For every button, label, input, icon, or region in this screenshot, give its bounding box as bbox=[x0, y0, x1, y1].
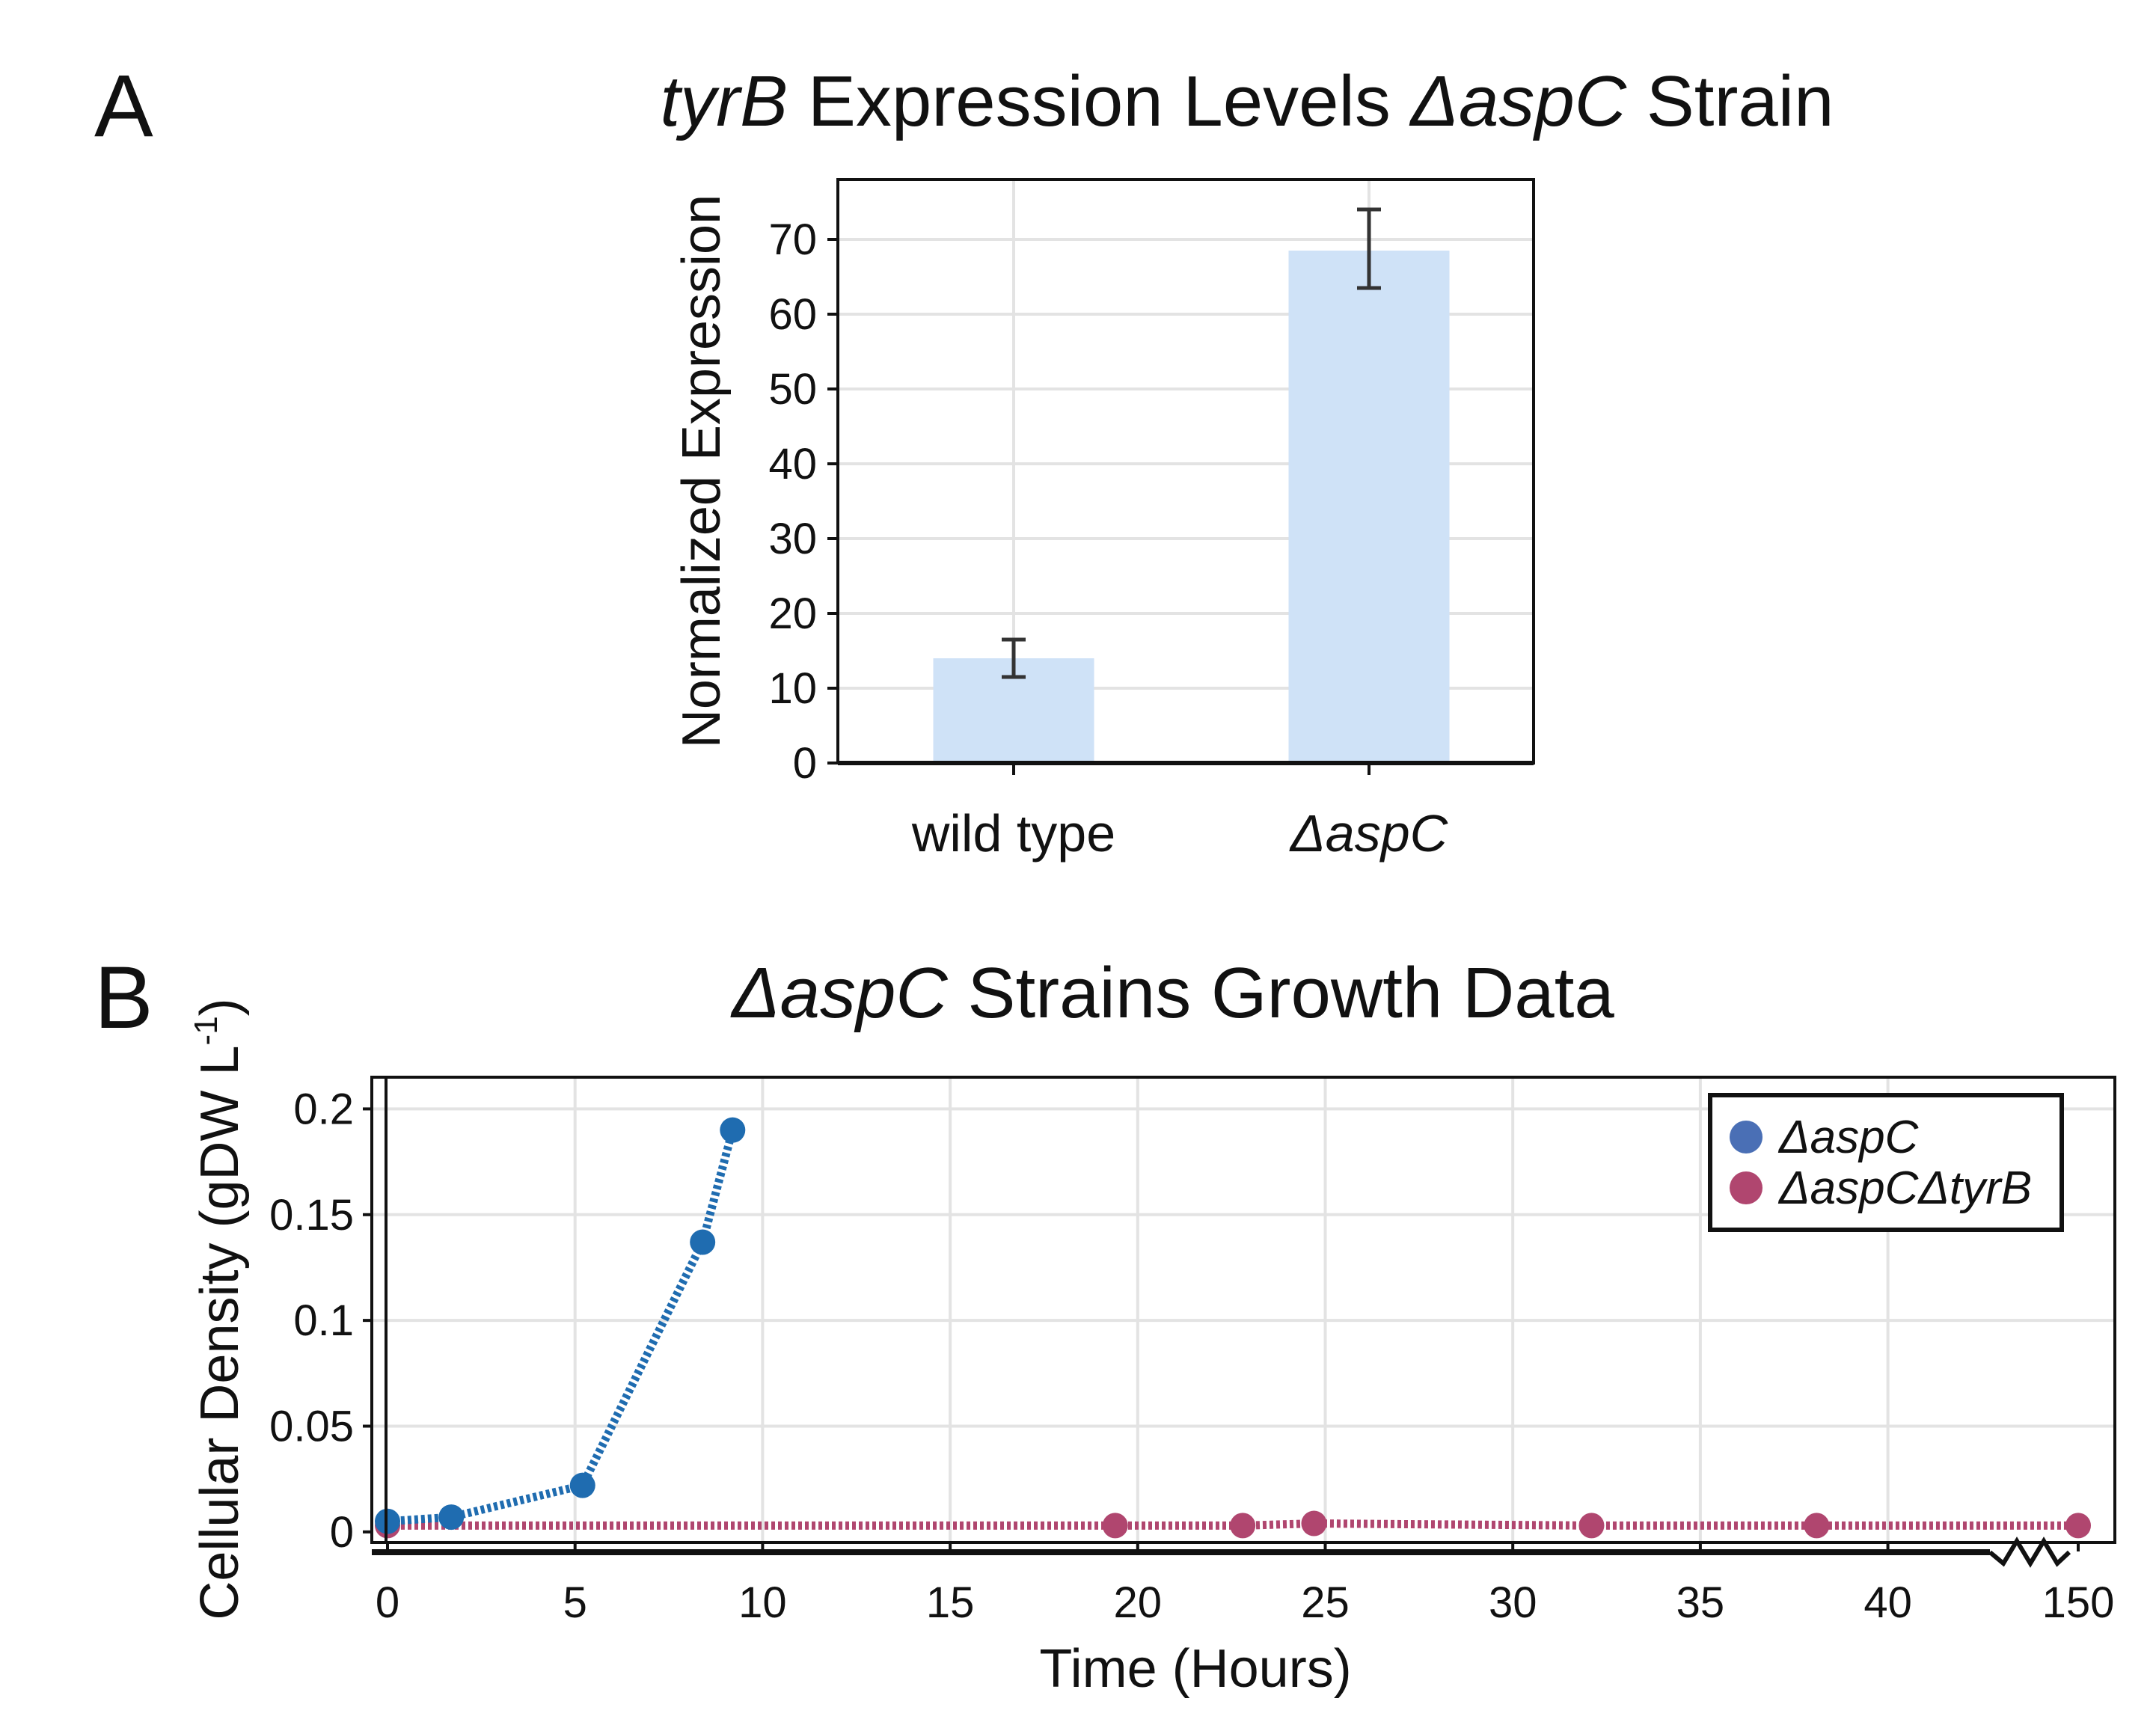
axis-break-marker bbox=[372, 1536, 2071, 1568]
title-part: tyrB bbox=[660, 61, 788, 141]
data-point bbox=[1578, 1513, 1605, 1539]
legend-marker bbox=[1730, 1171, 1763, 1204]
chart-a-x-categories: wild type ΔaspC bbox=[911, 763, 1448, 863]
x-tick-label: 10 bbox=[738, 1578, 787, 1627]
x-tick-label: 35 bbox=[1676, 1578, 1725, 1627]
data-point bbox=[690, 1229, 716, 1255]
y-label-superscript: -1 bbox=[188, 1016, 224, 1045]
chart-b-y-label: Cellular Density (gDW L-1) bbox=[188, 998, 250, 1620]
chart-a-y-ticks: 0 10 20 30 40 50 60 70 bbox=[768, 215, 838, 788]
x-tick-label: 5 bbox=[563, 1578, 587, 1627]
y-tick-label: 30 bbox=[768, 515, 817, 563]
bar bbox=[1288, 251, 1450, 763]
expression-bar-chart: tyrB Expression Levels ΔaspC Strain 0 10 2… bbox=[660, 61, 1834, 863]
title-part: Strains Growth Data bbox=[948, 953, 1615, 1033]
x-tick-label: 30 bbox=[1489, 1578, 1537, 1627]
series-line bbox=[387, 1129, 737, 1526]
y-tick-label: 40 bbox=[768, 440, 817, 488]
y-tick-label: 10 bbox=[768, 664, 817, 713]
x-tick-label: 0 bbox=[376, 1578, 399, 1627]
growth-line-chart: ΔaspC Strains Growth Data 0 0.05 0.1 0.15 0.… bbox=[188, 953, 2116, 1699]
category-label: ΔaspC bbox=[1289, 804, 1448, 863]
y-tick-label: 60 bbox=[768, 290, 817, 339]
legend-label: ΔaspC bbox=[1777, 1112, 1920, 1163]
chart-b-frame bbox=[370, 1076, 2116, 1544]
data-point bbox=[1102, 1513, 1128, 1539]
y-tick-label: 20 bbox=[768, 589, 817, 638]
category-label: wild type bbox=[911, 804, 1115, 863]
chart-a-bars bbox=[933, 207, 1450, 763]
y-tick-label: 0.15 bbox=[269, 1191, 354, 1240]
chart-b-y-ticks: 0 0.05 0.1 0.15 0.2 bbox=[269, 1085, 372, 1557]
x-tick-label: 15 bbox=[926, 1578, 975, 1627]
y-tick-label: 70 bbox=[768, 215, 817, 264]
chart-b-series bbox=[375, 1117, 2091, 1539]
data-point bbox=[2065, 1513, 2091, 1539]
panel-a-letter: A bbox=[94, 57, 153, 156]
y-tick-label: 50 bbox=[768, 365, 817, 414]
panel-b-letter: B bbox=[94, 949, 153, 1047]
legend-marker bbox=[1730, 1121, 1763, 1153]
x-tick-label: 25 bbox=[1301, 1578, 1350, 1627]
x-tick-label: 20 bbox=[1114, 1578, 1163, 1627]
chart-b-title: ΔaspC Strains Growth Data bbox=[730, 953, 1614, 1033]
title-part: Strain bbox=[1626, 61, 1834, 141]
data-point bbox=[1301, 1510, 1327, 1536]
y-tick-label: 0.05 bbox=[269, 1403, 354, 1451]
chart-b-x-label: Time (Hours) bbox=[1039, 1639, 1351, 1699]
x-tick-label: 150 bbox=[2042, 1578, 2115, 1627]
y-tick-label: 0.2 bbox=[293, 1085, 354, 1133]
legend-box bbox=[1708, 1093, 2064, 1232]
y-tick-label: 0 bbox=[793, 739, 817, 788]
chart-a-y-label: Normalized Expression bbox=[672, 194, 732, 748]
title-part: Expression Levels bbox=[788, 61, 1410, 141]
x-tick-label: 40 bbox=[1863, 1578, 1912, 1627]
chart-a-title: tyrB Expression Levels ΔaspC Strain bbox=[660, 61, 1834, 141]
data-point bbox=[569, 1472, 595, 1498]
data-point bbox=[438, 1504, 465, 1531]
data-point bbox=[1804, 1513, 1830, 1539]
y-tick-label: 0.1 bbox=[293, 1296, 354, 1345]
y-label-main: Cellular Density (gDW L bbox=[190, 1045, 250, 1620]
data-point bbox=[720, 1117, 746, 1143]
y-tick-label: 0 bbox=[330, 1508, 354, 1557]
title-part: ΔaspC bbox=[1409, 61, 1627, 141]
axis-break-zigzag bbox=[1988, 1536, 2071, 1568]
chart-b-x-ticks: 0 5 10 15 20 25 30 35 40 150 bbox=[376, 1542, 2115, 1627]
legend-label: ΔaspCΔtyrB bbox=[1777, 1162, 2032, 1214]
title-part: ΔaspC bbox=[730, 953, 948, 1033]
y-label-close: ) bbox=[190, 998, 250, 1016]
data-point bbox=[1230, 1513, 1256, 1539]
